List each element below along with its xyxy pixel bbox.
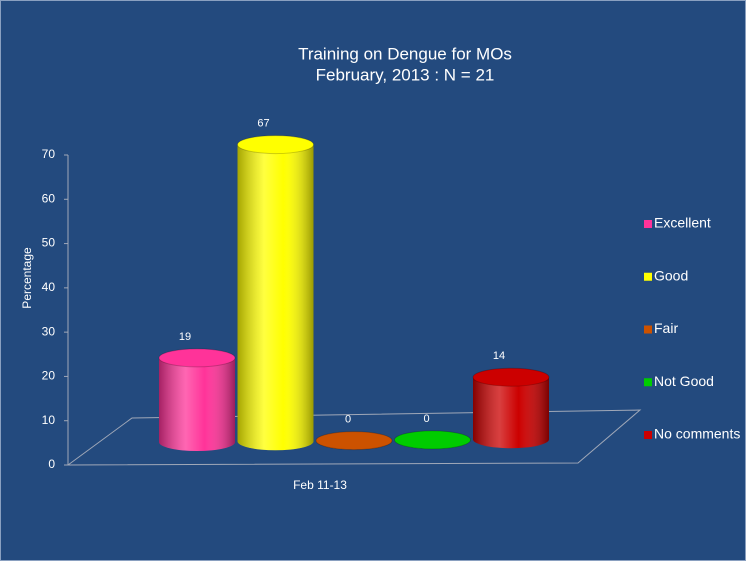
- x-tick-label: Feb 11-13: [293, 478, 347, 492]
- y-tick-label: 30: [42, 324, 56, 338]
- y-tick-label: 20: [42, 369, 56, 383]
- cylinder-shade: [237, 144, 314, 451]
- data-label: 0: [423, 413, 429, 425]
- data-label: 0: [345, 414, 351, 426]
- legend-label: Excellent: [654, 215, 711, 231]
- cylinder-shade: [159, 357, 235, 451]
- y-tick-label: 0: [48, 457, 55, 471]
- cylinder: [237, 135, 314, 451]
- legend-swatch: [644, 325, 652, 334]
- cylinder: [158, 348, 236, 451]
- y-tick-label: 70: [42, 147, 56, 161]
- cylinder: [315, 431, 393, 451]
- legend-swatch: [644, 378, 652, 387]
- legend-swatch: [644, 431, 652, 439]
- cylinder-top: [158, 348, 236, 368]
- cylinder-top: [394, 430, 471, 450]
- data-label: 67: [257, 117, 269, 129]
- cylinder: [394, 430, 471, 450]
- legend-label: No comments: [654, 426, 740, 442]
- legend-label: Fair: [654, 320, 678, 336]
- cylinder-top: [237, 135, 314, 155]
- y-tick-label: 10: [42, 413, 56, 427]
- y-tick-label: 60: [42, 191, 56, 205]
- data-label: 19: [179, 331, 191, 343]
- legend-label: Good: [654, 267, 688, 283]
- cylinder-shade: [473, 377, 549, 449]
- legend-swatch: [644, 220, 652, 228]
- data-label: 14: [493, 350, 505, 362]
- cylinder-top: [472, 367, 550, 387]
- floor: [66, 409, 642, 466]
- cylinder-top: [315, 431, 393, 451]
- cylinder: [472, 367, 550, 449]
- chart-title: Training on Dengue for MOs: [298, 44, 512, 63]
- legend-label: Not Good: [654, 373, 714, 389]
- chart-subtitle: February, 2013 : N = 21: [316, 65, 495, 84]
- y-tick-label: 40: [42, 280, 56, 294]
- y-tick-label: 50: [42, 236, 56, 250]
- y-axis-label: Percentage: [20, 247, 34, 309]
- legend-swatch: [644, 272, 652, 281]
